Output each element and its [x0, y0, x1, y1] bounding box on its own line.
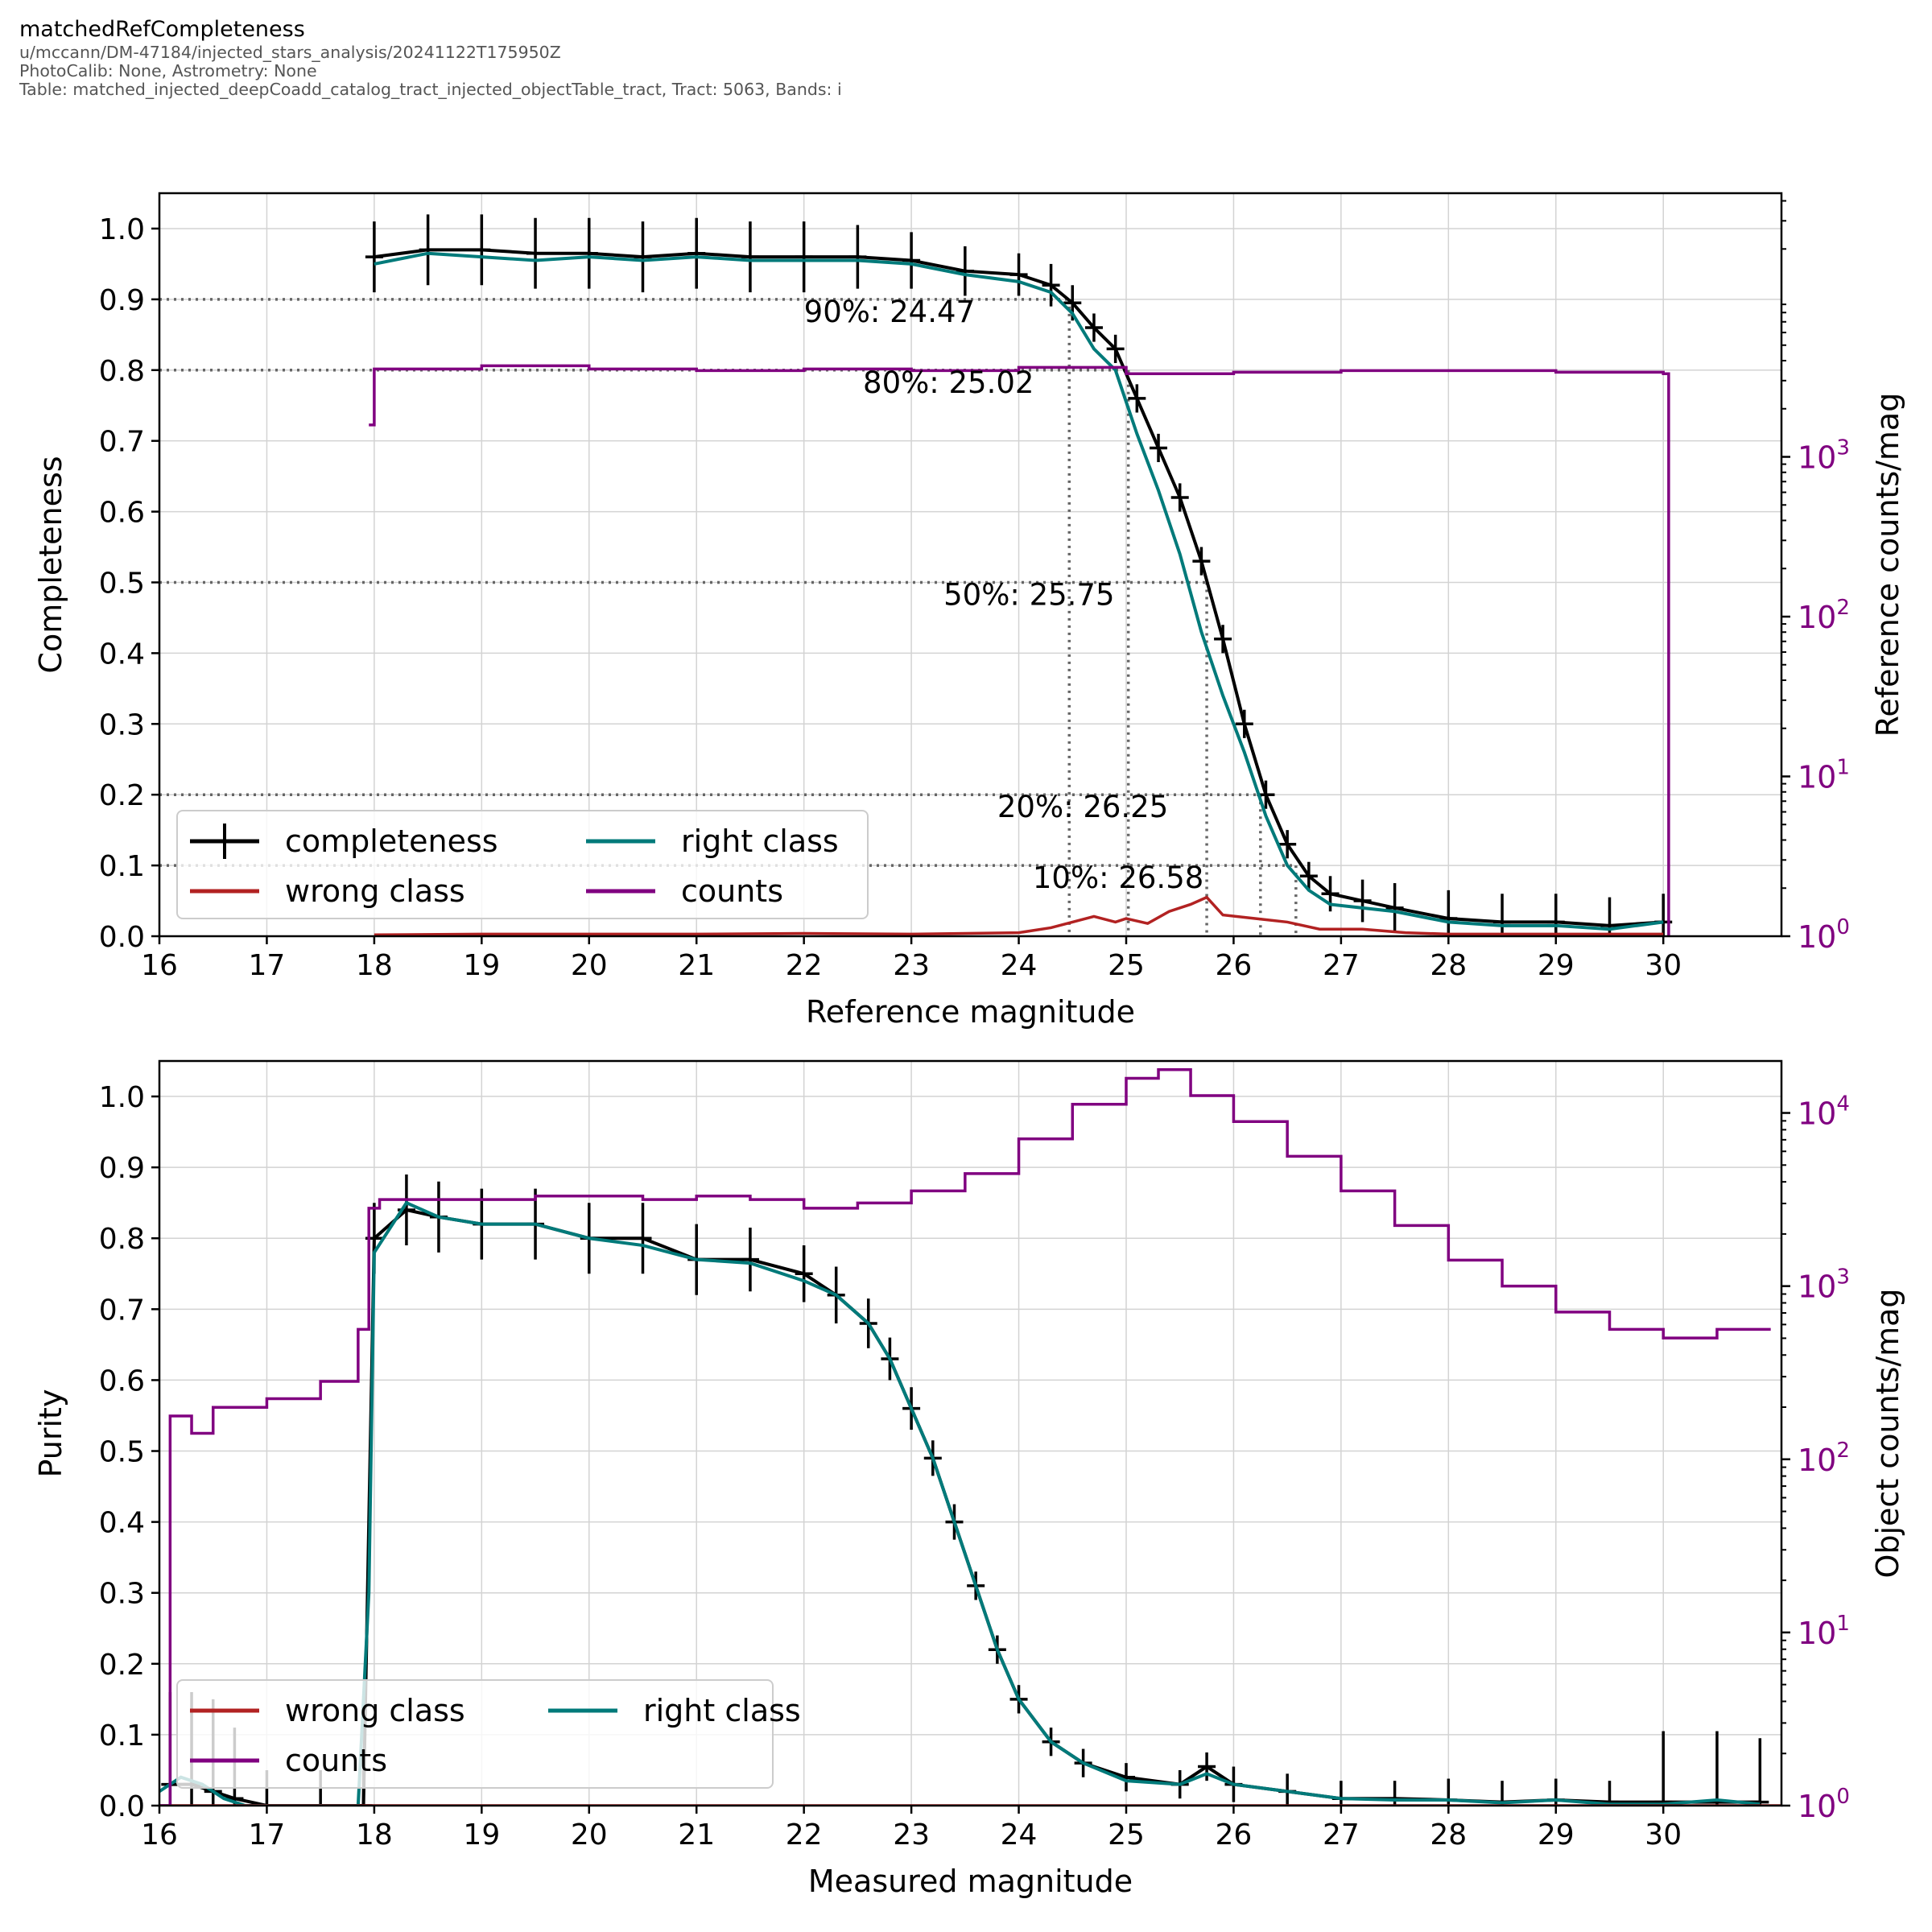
x-tick-label: 26: [1216, 949, 1253, 982]
y-tick-label: 1.0: [99, 1081, 145, 1114]
x-tick-label: 19: [463, 1818, 500, 1852]
x-tick-label: 23: [893, 1818, 930, 1852]
x-tick-label: 28: [1430, 949, 1467, 982]
y-tick-label: 0.3: [99, 708, 145, 741]
x-tick-label: 29: [1538, 1818, 1575, 1852]
y2-tick-label: 101: [1798, 1612, 1850, 1651]
y-axis-label: Purity: [33, 1389, 68, 1478]
y-tick-label: 0.6: [99, 497, 145, 530]
y-tick-label: 0.5: [99, 1436, 145, 1469]
completeness-panel: 90%: 24.47 80%: 25.02 50%: 25.75 20%: 26.25…: [33, 192, 1905, 1030]
legend-label-counts: counts: [681, 873, 783, 909]
threshold-label-50: 50%: 25.75: [943, 577, 1114, 612]
y-tick-label: 0.4: [99, 1507, 145, 1540]
table-info-line: Table: matched_injected_deepCoadd_catalo…: [19, 80, 842, 99]
x-tick-label: 22: [786, 1818, 823, 1852]
x-tick-label: 25: [1108, 949, 1145, 982]
y-tick-label: 0.9: [99, 1152, 145, 1185]
legend-label-wrong-class: wrong class: [285, 873, 465, 909]
x-tick-label: 29: [1538, 949, 1575, 982]
y-tick-label: 0.8: [99, 1223, 145, 1256]
x-tick-label: 23: [893, 949, 930, 982]
x-tick-label: 16: [141, 949, 178, 982]
y-tick-label: 0.0: [99, 921, 145, 954]
legend-label-counts: counts: [285, 1743, 387, 1778]
x-tick-label: 25: [1108, 1818, 1145, 1852]
y2-tick-label: 104: [1798, 1092, 1850, 1132]
y-tick-label: 1.0: [99, 213, 145, 246]
figure-title: matchedRefCompleteness: [19, 17, 305, 42]
y2-tick-label: 100: [1798, 915, 1850, 955]
y2-tick-label: 102: [1798, 596, 1850, 635]
x-tick-label: 21: [678, 949, 715, 982]
x-tick-label: 18: [356, 949, 393, 982]
series-wrong-class: [374, 895, 1664, 936]
y-tick-label: 0.7: [99, 1294, 145, 1327]
y-tick-label: 0.2: [99, 779, 145, 812]
y-tick-label: 0.0: [99, 1790, 145, 1823]
legend: completeness right class wrong class counts: [176, 810, 869, 919]
y-tick-label: 0.8: [99, 355, 145, 388]
x-tick-label: 22: [786, 949, 823, 982]
threshold-label-20: 20%: 26.25: [997, 790, 1168, 824]
legend: wrong class right class counts: [176, 1679, 801, 1789]
x-tick-label: 30: [1645, 1818, 1682, 1852]
figure-header: matchedRefCompleteness u/mccann/DM-47184…: [19, 16, 842, 99]
y2-tick-label: 103: [1798, 436, 1850, 476]
purity-panel: 16 17 18 19 20 21 22 23 24 25 26 27 28 29 30 0.0 0.1 0.2 0…: [33, 1059, 1905, 1899]
x-tick-label: 24: [1001, 1818, 1038, 1852]
legend-box: [176, 1679, 774, 1789]
y-tick-label: 0.3: [99, 1578, 145, 1611]
x-tick-label: 27: [1323, 1818, 1360, 1852]
x-axis-label: Reference magnitude: [806, 994, 1135, 1030]
y-tick-label: 0.4: [99, 638, 145, 671]
calibration-line: PhotoCalib: None, Astrometry: None: [19, 61, 317, 80]
axes-frame: [158, 1059, 1783, 1807]
y2-tick-label: 101: [1798, 756, 1850, 795]
y-tick-label: 0.1: [99, 1719, 145, 1752]
x-tick-label: 20: [571, 949, 608, 982]
y-tick-label: 0.5: [99, 567, 145, 600]
x-tick-label: 21: [678, 1818, 715, 1852]
x-tick-label: 28: [1430, 1818, 1467, 1852]
y2-axis-label: Object counts/mag: [1870, 1288, 1905, 1578]
x-tick-label: 27: [1323, 949, 1360, 982]
x-tick-label: 30: [1645, 949, 1682, 982]
legend-label-wrong-class: wrong class: [285, 1693, 465, 1728]
y-tick-label: 0.7: [99, 426, 145, 459]
threshold-label-90: 90%: 24.47: [804, 295, 975, 329]
x-tick-label: 17: [249, 1818, 286, 1852]
x-tick-label: 17: [249, 949, 286, 982]
series-right-class: [374, 251, 1664, 931]
x-tick-label: 24: [1001, 949, 1038, 982]
y-tick-label: 0.1: [99, 850, 145, 883]
x-tick-label: 19: [463, 949, 500, 982]
threshold-label-10: 10%: 26.58: [1033, 861, 1203, 895]
axes-frame: [158, 192, 1783, 938]
y-tick-label: 0.9: [99, 284, 145, 317]
legend-label-right-class: right class: [643, 1693, 801, 1728]
legend-box: [176, 810, 869, 919]
threshold-label-80: 80%: 25.02: [863, 365, 1034, 400]
x-axis-label: Measured magnitude: [808, 1864, 1133, 1899]
series-counts: [369, 364, 1670, 936]
y2-tick-label: 100: [1798, 1785, 1850, 1824]
y2-tick-label: 102: [1798, 1439, 1850, 1478]
y2-tick-label: 103: [1798, 1265, 1850, 1305]
y-tick-label: 0.6: [99, 1364, 145, 1397]
y2-axis-label: Reference counts/mag: [1870, 393, 1905, 737]
legend-label-completeness: completeness: [285, 824, 498, 859]
legend-label-right-class: right class: [681, 824, 839, 859]
y-axis-label: Completeness: [33, 456, 68, 673]
x-tick-label: 16: [141, 1818, 178, 1852]
y-tick-label: 0.2: [99, 1649, 145, 1682]
x-tick-label: 18: [356, 1818, 393, 1852]
series-counts: [159, 1068, 1771, 1806]
x-tick-label: 20: [571, 1818, 608, 1852]
x-tick-label: 26: [1216, 1818, 1253, 1852]
run-collection-line: u/mccann/DM-47184/injected_stars_analysi…: [19, 43, 561, 62]
